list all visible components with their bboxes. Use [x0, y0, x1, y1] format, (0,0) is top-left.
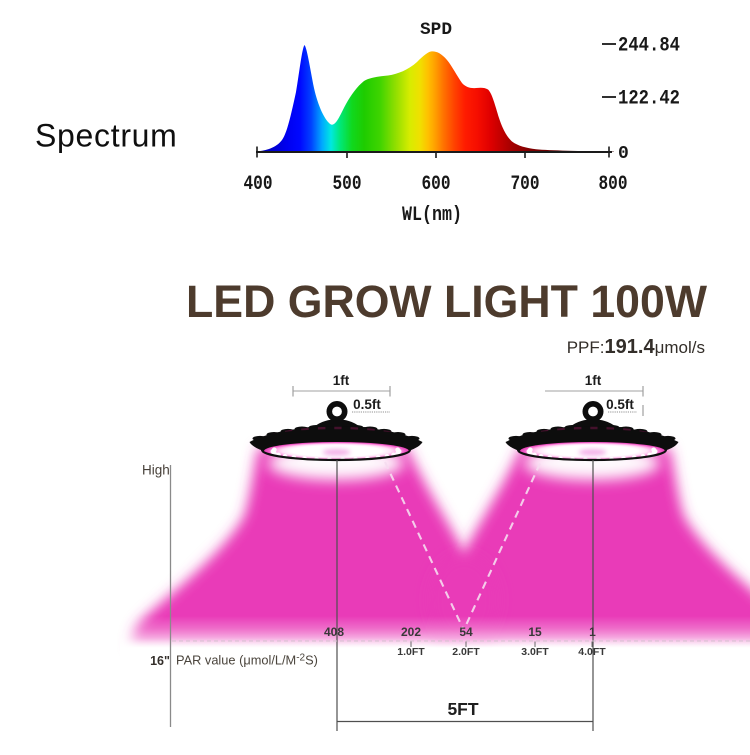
svg-text:0: 0: [618, 144, 629, 164]
svg-text:0.5ft: 0.5ft: [606, 397, 634, 412]
svg-text:0.5ft: 0.5ft: [353, 397, 381, 412]
svg-text:1: 1: [589, 625, 596, 639]
svg-text:1ft: 1ft: [333, 373, 350, 388]
svg-text:Spectrum: Spectrum: [35, 118, 178, 154]
svg-text:500: 500: [333, 173, 362, 196]
svg-text:WL(nm): WL(nm): [402, 204, 462, 227]
svg-text:122.42: 122.42: [618, 88, 680, 111]
svg-text:2.0FT: 2.0FT: [452, 646, 480, 658]
svg-text:PAR value (μmol/L/M-2S): PAR value (μmol/L/M-2S): [176, 653, 318, 668]
svg-text:1ft: 1ft: [585, 373, 602, 388]
svg-text:16": 16": [150, 654, 170, 668]
svg-text:244.84: 244.84: [618, 35, 680, 58]
svg-text:High: High: [142, 463, 170, 478]
svg-text:4.0FT: 4.0FT: [578, 646, 606, 658]
svg-text:800: 800: [599, 173, 628, 196]
svg-text:3.0FT: 3.0FT: [521, 646, 549, 658]
svg-text:54: 54: [459, 625, 473, 639]
svg-text:5FT: 5FT: [447, 699, 478, 719]
svg-text:1.0FT: 1.0FT: [397, 646, 425, 658]
svg-text:202: 202: [401, 625, 421, 639]
svg-text:408: 408: [324, 625, 344, 639]
svg-text:700: 700: [511, 173, 540, 196]
svg-text:600: 600: [422, 173, 451, 196]
svg-text:15: 15: [528, 625, 542, 639]
svg-text:LED GROW LIGHT 100W: LED GROW LIGHT 100W: [186, 276, 708, 327]
svg-text:400: 400: [244, 173, 273, 196]
svg-text:PPF:191.4μmol/s: PPF:191.4μmol/s: [567, 336, 705, 358]
svg-text:SPD: SPD: [420, 20, 452, 40]
